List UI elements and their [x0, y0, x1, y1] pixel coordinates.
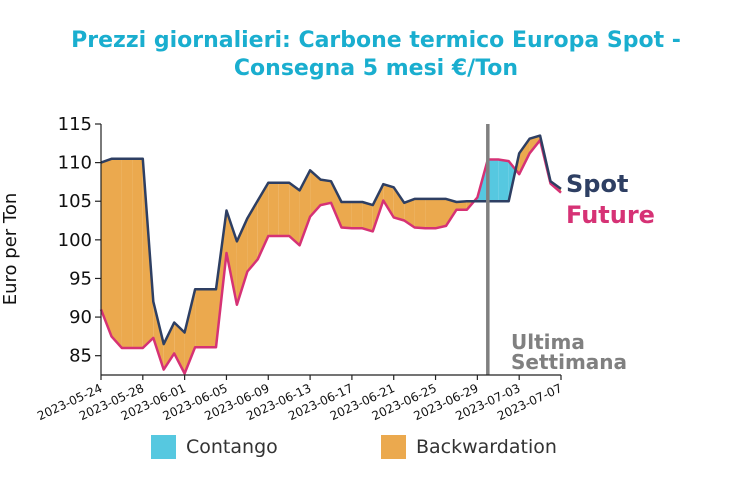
backwardation-fill	[341, 202, 352, 229]
y-tick-label: 90	[69, 307, 92, 328]
backwardation-fill	[519, 138, 530, 175]
backwardation-fill	[362, 202, 373, 232]
chart-title-line-1: Prezzi giornalieri: Carbone termico Euro…	[71, 28, 681, 53]
backwardation-fill	[153, 301, 164, 370]
backwardation-fill	[404, 198, 415, 228]
y-tick-label: 105	[58, 191, 92, 212]
annotation-line-2: Settimana	[511, 350, 627, 374]
future-line	[99, 138, 562, 375]
spread-fill-group	[101, 135, 561, 374]
backwardation-fill	[393, 187, 405, 221]
backwardation-fill	[247, 200, 258, 272]
backwardation-fill	[372, 184, 384, 232]
backwardation-fill	[205, 289, 216, 348]
spot-line	[100, 134, 562, 346]
series-label-spot: Spot	[566, 170, 628, 198]
annotation-line-1: Ultima	[511, 330, 585, 354]
backwardation-fill	[310, 170, 321, 217]
series-label-future: Future	[566, 201, 655, 229]
backwardation-fill	[132, 158, 143, 348]
backwardation-fill	[101, 158, 112, 337]
backwardation-fill	[111, 158, 122, 348]
backwardation-fill	[163, 322, 175, 370]
backwardation-fill	[456, 201, 467, 210]
backwardation-fill	[289, 182, 300, 246]
backwardation-fill	[299, 170, 311, 246]
y-axis-label: Euro per Ton	[0, 193, 21, 306]
legend-label-backwardation: Backwardation	[416, 436, 557, 458]
y-tick-label: 115	[58, 114, 92, 135]
y-tick-label: 95	[69, 268, 92, 289]
backwardation-fill	[320, 179, 331, 206]
backwardation-fill	[278, 182, 290, 236]
legend-swatch-backwardation	[381, 435, 406, 459]
backwardation-fill	[121, 158, 133, 348]
contango-fill	[487, 159, 499, 202]
contango-fill	[498, 159, 509, 202]
backwardation-fill	[195, 289, 206, 348]
backwardation-fill	[435, 198, 446, 229]
backwardation-fill	[414, 198, 426, 229]
y-tick-label: 85	[69, 346, 92, 367]
chart-title-line-2: Consegna 5 mesi €/Ton	[234, 56, 518, 81]
backwardation-fill	[425, 198, 436, 229]
legend-swatch-contango	[151, 435, 176, 459]
backwardation-fill	[174, 322, 185, 374]
backwardation-fill	[331, 181, 342, 228]
backwardation-fill	[351, 202, 363, 229]
y-tick-label: 100	[58, 230, 92, 251]
backwardation-fill	[446, 198, 457, 226]
y-tick-label: 110	[58, 153, 92, 174]
legend-label-contango: Contango	[186, 436, 278, 458]
backwardation-fill	[268, 182, 279, 236]
backwardation-fill	[383, 184, 394, 218]
series-lines-group	[99, 134, 562, 375]
backwardation-fill	[236, 218, 248, 305]
